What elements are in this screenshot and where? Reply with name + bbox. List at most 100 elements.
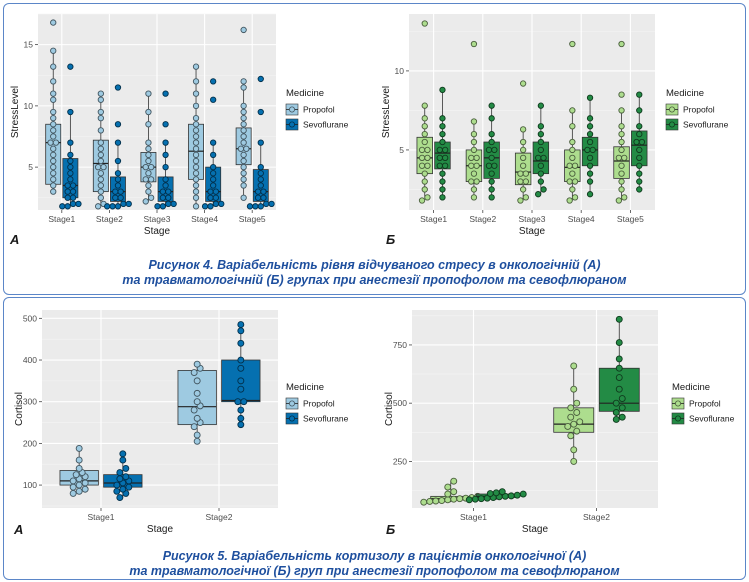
data-point (573, 409, 581, 416)
data-point (240, 114, 247, 122)
legend-key-dot (675, 400, 681, 407)
data-point (145, 139, 152, 146)
data-point (488, 178, 495, 185)
box-sevoflurane-stage1 (59, 63, 82, 210)
data-point (240, 108, 247, 116)
x-tick-label: Stage4 (568, 214, 595, 224)
data-point (75, 464, 83, 472)
data-point (94, 163, 102, 171)
data-point (237, 321, 245, 329)
box-sevoflurane-stage4 (201, 78, 225, 210)
data-point (488, 138, 495, 146)
data-point (240, 121, 247, 128)
legend-label: Propofol (303, 105, 335, 115)
legend-title: Medicine (672, 382, 710, 393)
x-tick-label: Stage2 (583, 512, 610, 522)
x-axis-title: Stage (519, 226, 546, 237)
y-tick-label: 750 (393, 340, 407, 350)
data-point (618, 178, 625, 185)
x-tick-label: Stage2 (96, 214, 123, 224)
data-point (566, 162, 573, 169)
data-point (50, 108, 57, 116)
data-point (471, 495, 479, 503)
box-sevoflurane-stage3 (154, 90, 177, 210)
data-point (114, 176, 122, 183)
data-point (439, 86, 446, 94)
y-tick-label: 5 (28, 162, 33, 172)
data-point (618, 146, 625, 154)
data-point (488, 115, 495, 122)
x-axis-title: Stage (522, 524, 549, 535)
data-point (498, 488, 506, 496)
box-sevoflurane-stage2 (221, 321, 261, 429)
data-point (268, 200, 275, 208)
data-point (450, 495, 458, 503)
y-axis-title: Cortisol (14, 392, 25, 426)
data-point (537, 123, 545, 130)
data-point (584, 146, 591, 154)
data-point (537, 178, 545, 185)
data-point (535, 191, 542, 198)
data-point (566, 197, 573, 204)
data-point (439, 115, 446, 122)
data-point (125, 200, 132, 208)
data-point (114, 157, 122, 165)
data-point (442, 154, 449, 161)
box-propofol-stage1 (59, 444, 99, 497)
data-point (218, 200, 225, 208)
data-point (165, 194, 172, 201)
data-point (421, 130, 428, 138)
data-point (570, 385, 578, 393)
data-point (456, 495, 464, 503)
data-point (81, 485, 89, 493)
data-point (519, 80, 527, 87)
data-point (64, 182, 71, 189)
x-tick-label: Stage1 (460, 512, 487, 522)
data-point (237, 421, 245, 429)
box-propofol-stage3 (140, 90, 157, 205)
data-point (240, 78, 247, 85)
legend-item-propofol: Propofol (285, 103, 335, 116)
data-point (243, 145, 250, 152)
data-point (439, 186, 446, 193)
data-point (97, 182, 104, 189)
data-point (192, 151, 200, 159)
data-point (418, 146, 426, 154)
y-axis-title: Cortisol (384, 392, 395, 426)
data-point (421, 102, 428, 109)
data-point (145, 90, 152, 97)
data-point (170, 200, 177, 208)
data-point (517, 178, 524, 185)
data-point (537, 162, 545, 169)
data-point (618, 107, 625, 114)
data-point (618, 404, 626, 412)
box-sevoflurane-stage3 (532, 102, 550, 198)
data-point (615, 355, 623, 363)
data-point (252, 203, 259, 210)
data-point (193, 414, 201, 422)
data-point (192, 145, 200, 152)
data-point (636, 91, 643, 98)
data-point (75, 456, 83, 464)
data-point (210, 163, 217, 171)
data-point (418, 197, 426, 204)
data-point (621, 194, 628, 201)
data-point (421, 20, 428, 27)
data-point (192, 63, 200, 70)
box-sevoflurane-stage2 (104, 84, 132, 210)
data-point (586, 123, 594, 130)
data-point (488, 170, 495, 177)
data-point (438, 497, 446, 504)
data-point (436, 162, 443, 169)
data-point (618, 130, 625, 138)
legend-key-dot (675, 415, 681, 422)
data-point (240, 127, 247, 134)
data-point (75, 481, 83, 489)
data-point (570, 420, 578, 428)
data-point (254, 188, 262, 195)
data-point (192, 203, 200, 210)
data-point (485, 162, 493, 169)
figure4-caption-line2: та травматологічній (Б) групах при анест… (122, 273, 627, 287)
data-point (145, 170, 152, 177)
box-sevoflurane-stage2 (598, 315, 640, 423)
